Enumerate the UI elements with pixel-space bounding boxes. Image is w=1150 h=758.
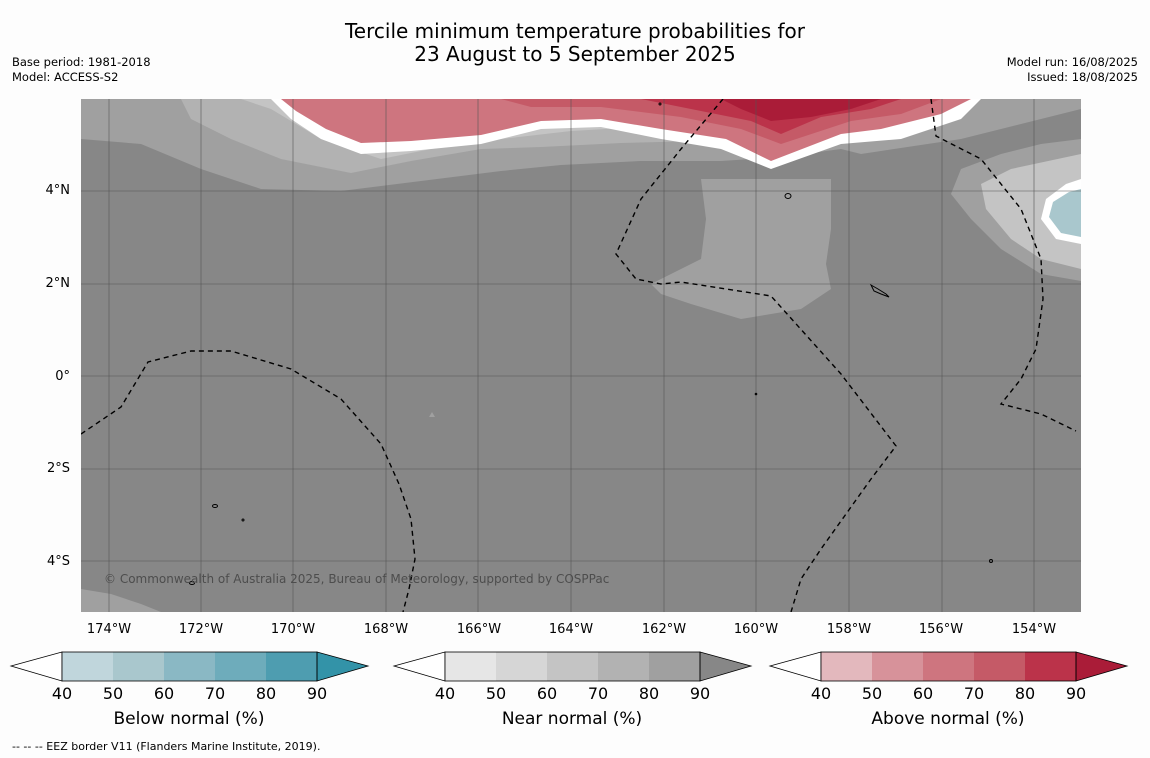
colorbar-tick: 60 (153, 684, 175, 703)
colorbar-outline (444, 651, 701, 682)
colorbar-tick: 90 (689, 684, 711, 703)
colorbar-label-below-normal: Below normal (%) (113, 709, 265, 729)
colorbar-tick: 40 (51, 684, 73, 703)
colorbar-arrow-low (9, 651, 63, 682)
lat-label: 4°S (46, 554, 70, 569)
colorbar-arrow-high (316, 651, 370, 682)
colorbar-tick: 40 (434, 684, 456, 703)
colorbar-swatch (62, 652, 113, 681)
small-marker (429, 412, 435, 417)
colorbar-tick: 70 (204, 684, 226, 703)
eez-borders (81, 99, 1077, 612)
colorbar-tick: 60 (536, 684, 558, 703)
colorbar-swatch (923, 652, 974, 681)
above-normal-90-area (721, 99, 881, 121)
colorbar-swatch (547, 652, 598, 681)
near-normal-60-east (981, 154, 1081, 269)
lon-label: 160°W (733, 622, 779, 637)
colorbar-swatch (266, 652, 317, 681)
colorbar-tick: 50 (485, 684, 507, 703)
colorbar-swatch (445, 652, 496, 681)
map-canvas (81, 99, 1081, 612)
colorbar-swatch (974, 652, 1025, 681)
lat-label: 2°S (46, 461, 70, 476)
colorbar-swatch (598, 652, 649, 681)
colorbar-tick: 80 (638, 684, 660, 703)
lon-label: 174°W (86, 622, 132, 637)
colorbar-tick: 50 (102, 684, 124, 703)
colorbar-arrow-high (699, 651, 753, 682)
map-title-line1: Tercile minimum temperature probabilitie… (344, 19, 806, 43)
map-title-line2: 23 August to 5 September 2025 (414, 42, 736, 66)
colorbar-tick: 90 (306, 684, 328, 703)
lon-label: 162°W (641, 622, 687, 637)
lon-label: 156°W (918, 622, 964, 637)
lon-label: 172°W (178, 622, 224, 637)
lon-label: 170°W (270, 622, 316, 637)
probability-map (81, 99, 1081, 612)
model-name: Model: ACCESS-S2 (12, 70, 119, 84)
model-run: Model run: 16/08/2025 (1006, 55, 1138, 69)
lat-label: 2°N (45, 276, 71, 291)
colorbar-arrow-low (768, 651, 822, 682)
colorbar-swatch (649, 652, 700, 681)
colorbar-swatch (496, 652, 547, 681)
colorbar-tick: 70 (587, 684, 609, 703)
colorbar-arrow-low (392, 651, 446, 682)
lat-label: 4°N (45, 183, 71, 198)
colorbar-outline (820, 651, 1077, 682)
colorbar-tick: 80 (255, 684, 277, 703)
colorbar-swatch (821, 652, 872, 681)
below-normal-50-area (1049, 189, 1081, 237)
colorbars (9, 651, 1129, 682)
colorbar-swatch (872, 652, 923, 681)
lon-label: 168°W (363, 622, 409, 637)
colorbar-tick: 60 (912, 684, 934, 703)
colorbar-tick: 40 (810, 684, 832, 703)
colorbar-near-normal (392, 651, 753, 682)
gridlines (81, 99, 1081, 612)
colorbar-swatch (215, 652, 266, 681)
colorbar-label-near-normal: Near normal (%) (501, 709, 643, 729)
lon-label: 166°W (456, 622, 502, 637)
lon-label: 158°W (826, 622, 872, 637)
colorbar-outline (61, 651, 318, 682)
eez-legend-note: -- -- -- EEZ border V11 (Flanders Marine… (12, 740, 321, 753)
base-period: Base period: 1981-2018 (12, 55, 151, 69)
colorbar-above-normal (768, 651, 1129, 682)
colorbar-swatch (164, 652, 215, 681)
issued-date: Issued: 18/08/2025 (1027, 70, 1138, 84)
islands (189, 102, 993, 585)
lon-label: 164°W (548, 622, 594, 637)
colorbar-tick: 50 (861, 684, 883, 703)
lat-label: 0° (55, 369, 70, 384)
colorbar-tick: 70 (963, 684, 985, 703)
lon-label: 154°W (1011, 622, 1057, 637)
colorbar-arrow-high (1075, 651, 1129, 682)
colorbar-tick: 90 (1065, 684, 1087, 703)
copyright-notice: © Commonwealth of Australia 2025, Bureau… (104, 572, 610, 586)
colorbar-swatch (113, 652, 164, 681)
colorbar-tick: 80 (1014, 684, 1036, 703)
colorbar-label-above-normal: Above normal (%) (871, 709, 1025, 729)
colorbar-swatch (1025, 652, 1076, 681)
colorbar-below-normal (9, 651, 370, 682)
near-normal-80-southwest (81, 589, 161, 612)
